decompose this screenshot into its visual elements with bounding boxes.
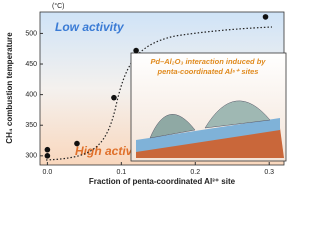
inset: Pd–Al₂O₃ interaction induced by penta-co… [130,52,287,162]
y-axis-label: CH₄ combustion temperature [5,32,14,144]
point [74,140,80,147]
x-tick-label: 0.2 [190,169,200,176]
x-tick-label: 0.1 [116,169,126,176]
y-tick-label: 300 [25,153,37,160]
x-axis-label: Fraction of penta-coordinated Al³⁺ site [89,177,236,186]
y-tick-label: 350 [25,122,37,129]
y-tick-label: 400 [25,91,37,98]
point [44,153,51,159]
annotation: Low activity [55,20,125,34]
inset-text: penta-coordinated Al⁵⁺ sites [157,67,259,76]
point [111,94,117,101]
point [44,146,51,153]
y-tick-label: 450 [25,61,37,68]
unit: (°C) [52,2,65,10]
chart: (°C) CH₄ combustion temperature Fraction… [5,2,287,186]
y-tick-label: 500 [25,30,37,37]
x-tick-label: 0.0 [43,169,53,176]
inset-text: Pd–Al₂O₃ interaction induced by [151,57,267,66]
support [136,128,284,158]
particle [204,100,271,129]
support-layer [136,118,280,152]
point [133,47,139,54]
particle [149,114,196,139]
point [262,14,269,20]
annotation: High activity [75,144,148,158]
x-tick-label: 0.3 [264,169,274,176]
